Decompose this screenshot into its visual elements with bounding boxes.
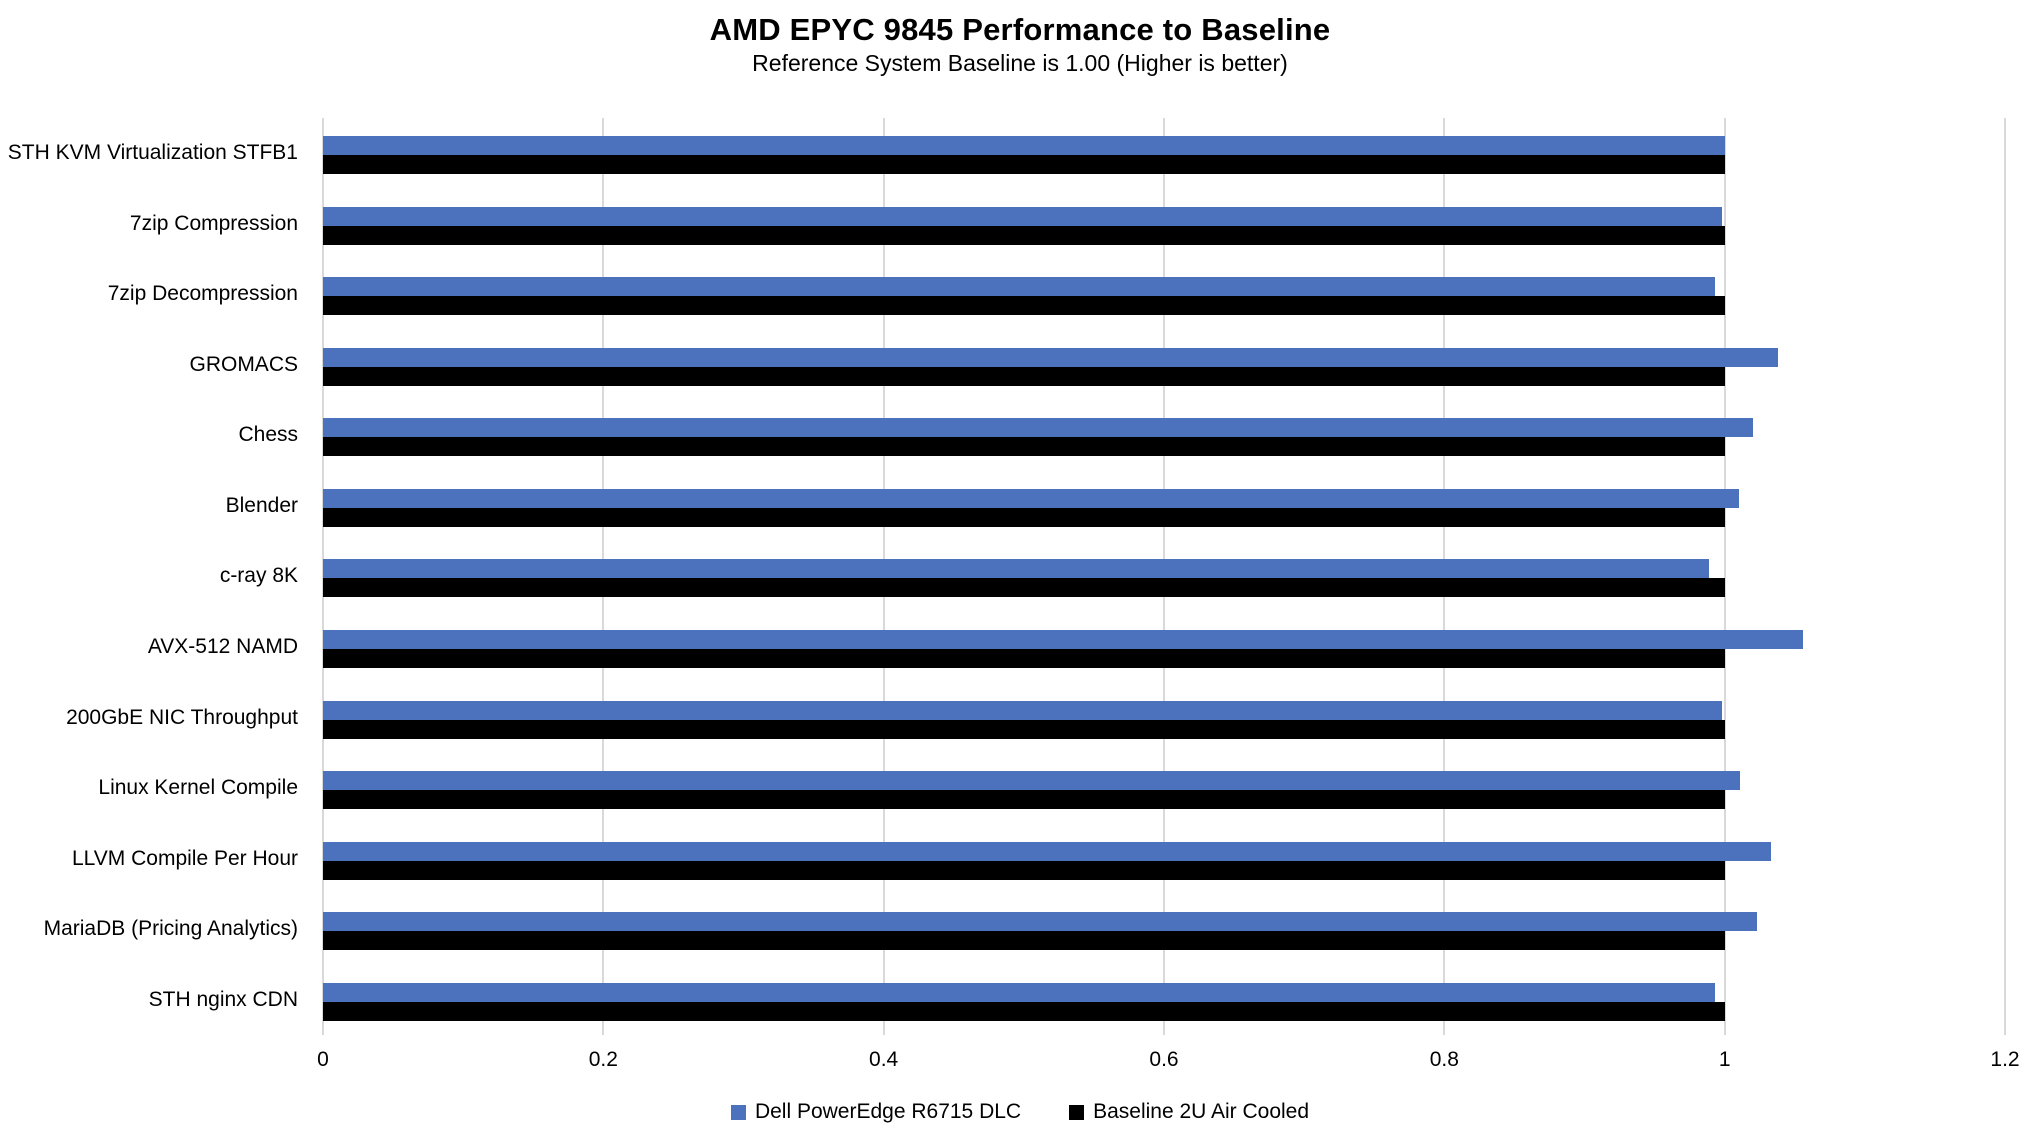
gridline-1.2 [2004,118,2006,1035]
bar-baseline-2u-air-cooled [323,437,1725,457]
bar-pair [323,771,2005,810]
category-label: c-ray 8K [219,564,298,588]
legend-label-dell-poweredge: Dell PowerEdge R6715 DLC [754,1100,1022,1123]
bar-pair [323,841,2005,880]
legend-item-dell-poweredge: Dell PowerEdge R6715 DLC [730,1100,1022,1124]
category-label: LLVM Compile Per Hour [71,846,298,870]
category-label: 200GbE NIC Throughput [66,705,298,729]
bar-pair [323,629,2005,668]
legend-swatch-dell-poweredge [730,1104,746,1120]
chart-subtitle: Reference System Baseline is 1.00 (Highe… [752,50,1288,76]
bar-rows [323,118,2005,1035]
x-tick-label: 0 [317,1048,329,1071]
bar-baseline-2u-air-cooled [323,860,1725,880]
bar-pair [323,700,2005,739]
bar-row [323,753,2005,824]
bar-pair [323,136,2005,175]
bar-baseline-2u-air-cooled [323,225,1725,245]
bar-baseline-2u-air-cooled [323,366,1725,386]
bar-row [323,330,2005,401]
bar-row [323,189,2005,260]
bar-row [323,471,2005,542]
bar-dell-poweredge-r6715-dlc [323,700,1722,720]
legend-label-baseline: Baseline 2U Air Cooled [1093,1100,1310,1123]
category-label: GROMACS [189,352,298,376]
bar-baseline-2u-air-cooled [323,507,1725,527]
category-label: Chess [238,423,298,447]
bar-pair [323,277,2005,316]
bar-row [323,823,2005,894]
bar-dell-poweredge-r6715-dlc [323,136,1725,156]
bar-baseline-2u-air-cooled [323,790,1725,810]
category-label: Blender [225,493,298,517]
category-label: MariaDB (Pricing Analytics) [43,917,298,941]
category-label: Linux Kernel Compile [98,776,298,800]
bar-dell-poweredge-r6715-dlc [323,277,1715,297]
bar-dell-poweredge-r6715-dlc [323,629,1804,649]
plot-area [322,118,2006,1035]
bar-pair [323,488,2005,527]
bar-baseline-2u-air-cooled [323,931,1725,951]
bar-dell-poweredge-r6715-dlc [323,418,1753,438]
bar-row [323,682,2005,753]
gridline-1 [1723,118,1726,1035]
category-label: STH KVM Virtualization STFB1 [7,141,298,165]
bar-row [323,964,2005,1035]
bar-dell-poweredge-r6715-dlc [323,841,1771,861]
bar-pair [323,982,2005,1021]
bar-dell-poweredge-r6715-dlc [323,488,1739,508]
bar-pair [323,347,2005,386]
bar-dell-poweredge-r6715-dlc [323,771,1741,791]
bar-pair [323,912,2005,951]
bar-row [323,400,2005,471]
bar-pair [323,559,2005,598]
x-tick-label: 0.4 [869,1048,899,1071]
chart-title: AMD EPYC 9845 Performance to Baseline [709,12,1331,47]
bar-pair [323,206,2005,245]
bar-row [323,612,2005,683]
value-axis: 0 0.2 0.4 0.6 0.8 1 1.2 [0,1048,2040,1078]
bar-dell-poweredge-r6715-dlc [323,559,1710,579]
category-axis: STH KVM Virtualization STFB1 7zip Compres… [0,118,311,1035]
bar-baseline-2u-air-cooled [323,578,1725,598]
x-tick-label: 1 [1718,1048,1731,1071]
bar-row [323,259,2005,330]
x-tick-label: 0.6 [1149,1048,1179,1071]
bar-row [323,894,2005,965]
legend: Dell PowerEdge R6715 DLC Baseline 2U Air… [0,1100,2040,1124]
bar-row [323,541,2005,612]
bar-dell-poweredge-r6715-dlc [323,982,1715,1002]
category-label: AVX-512 NAMD [147,634,298,658]
bar-dell-poweredge-r6715-dlc [323,206,1722,226]
bar-baseline-2u-air-cooled [323,296,1725,316]
bar-pair [323,418,2005,457]
category-label: 7zip Decompression [107,282,298,306]
category-label: 7zip Compression [129,211,298,235]
bar-baseline-2u-air-cooled [323,155,1725,175]
legend-item-baseline: Baseline 2U Air Cooled [1069,1100,1309,1124]
bar-dell-poweredge-r6715-dlc [323,912,1757,932]
bar-dell-poweredge-r6715-dlc [323,347,1778,367]
x-tick-label: 0.8 [1429,1048,1459,1071]
bar-baseline-2u-air-cooled [323,648,1725,668]
legend-swatch-baseline [1069,1104,1085,1120]
bar-row [323,118,2005,189]
bar-baseline-2u-air-cooled [323,719,1725,739]
x-tick-label: 1.2 [1990,1048,2020,1071]
category-label: STH nginx CDN [148,987,298,1011]
bar-baseline-2u-air-cooled [323,1001,1725,1021]
x-tick-label: 0.2 [588,1048,618,1071]
